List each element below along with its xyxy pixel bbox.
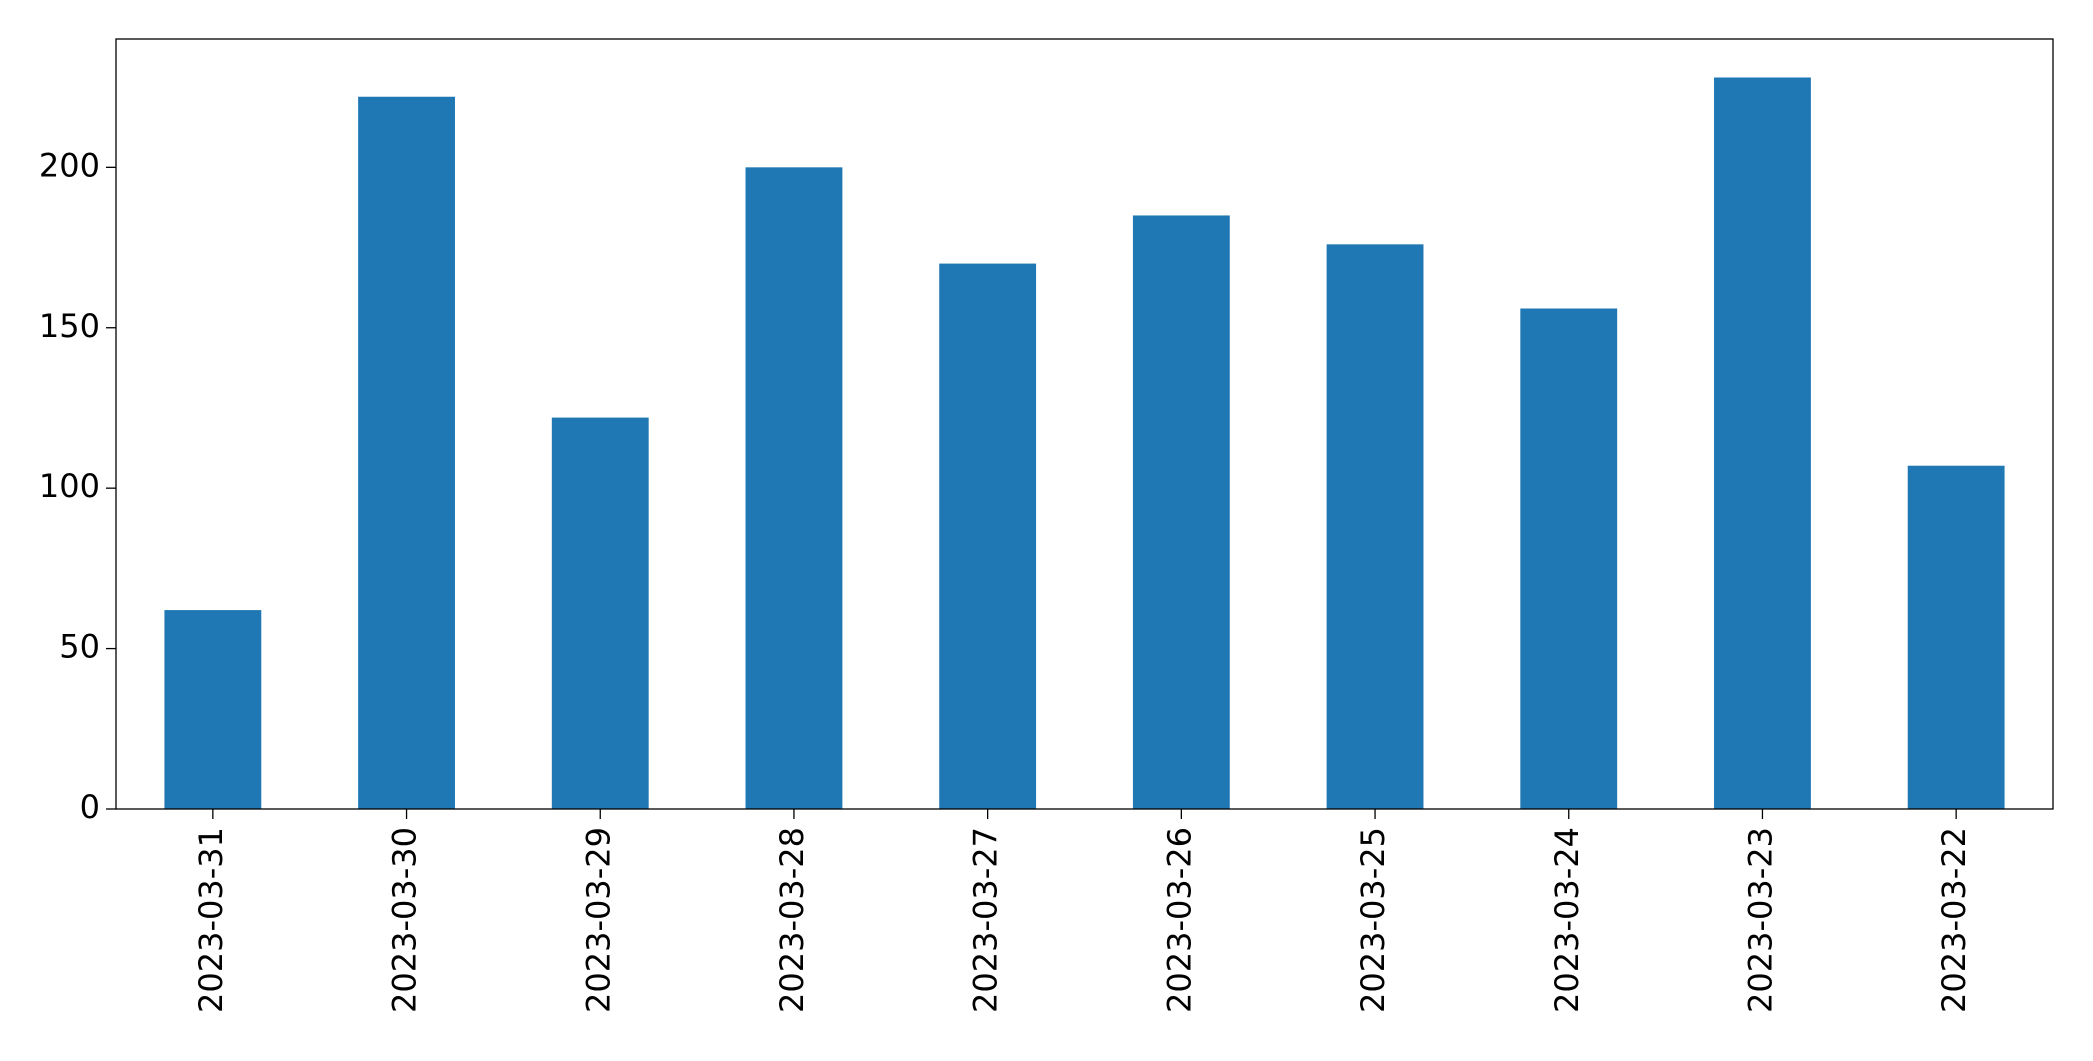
bar [164,610,262,809]
x-tick-label: 2023-03-31 [192,827,230,1013]
bar [1326,244,1424,810]
x-tick-label: 2023-03-29 [579,827,617,1013]
x-tick-label: 2023-03-28 [773,827,811,1013]
y-tick-label: 150 [39,307,100,345]
y-tick-label: 0 [80,788,100,826]
bar [745,167,843,810]
x-tick-label: 2023-03-22 [1935,827,1973,1013]
bar [1132,215,1230,810]
x-tick-label: 2023-03-30 [386,827,424,1013]
x-tick-label: 2023-03-24 [1548,827,1586,1013]
bar [358,96,455,809]
x-tick-label: 2023-03-27 [967,827,1005,1013]
x-tick-label: 2023-03-25 [1354,827,1392,1013]
bar [551,417,649,809]
bar [939,263,1037,809]
bar [1520,308,1618,809]
y-tick-label: 50 [59,628,100,666]
x-tick-label: 2023-03-26 [1160,827,1198,1013]
plot-frame [115,38,2054,810]
x-tick-label: 2023-03-23 [1741,827,1779,1013]
bar [1907,465,2005,809]
y-tick-label: 200 [39,146,100,184]
bar [1714,77,1811,809]
y-tick-label: 100 [39,467,100,505]
